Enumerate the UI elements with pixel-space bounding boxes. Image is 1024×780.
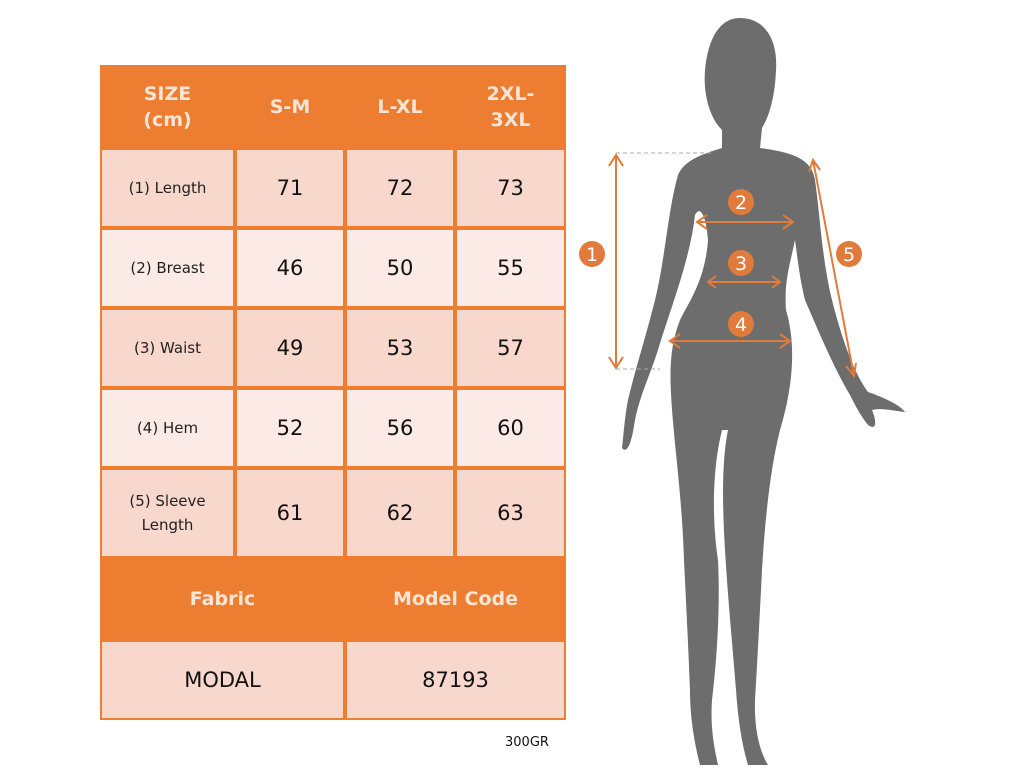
column-header: L-XL <box>377 95 423 118</box>
table-cell: 56 <box>347 390 453 466</box>
column-header: SIZE (cm) <box>143 82 192 131</box>
column-header: 2XL-3XL <box>486 82 535 131</box>
marker-number: 5 <box>843 244 855 266</box>
marker-number: 3 <box>735 253 747 275</box>
table-cell: 57 <box>457 310 564 386</box>
row-label: (1) Length <box>102 150 233 226</box>
size-chart-table: SIZE (cm) S-M L-XL 2XL-3XL (1) Length 71 72 73 (… <box>100 65 566 720</box>
table-cell: 72 <box>347 150 453 226</box>
fabric-value: MODAL <box>102 642 343 718</box>
model-code-header: Model Code <box>392 588 519 610</box>
row-label: (3) Waist <box>102 310 233 386</box>
body-silhouette: 1 2 3 4 5 <box>579 18 905 765</box>
table-cell: 62 <box>347 470 453 556</box>
table-cell: 71 <box>237 150 343 226</box>
table-cell: 63 <box>457 470 564 556</box>
measurement-marker-2: 2 <box>728 189 754 215</box>
table-cell: 60 <box>457 390 564 466</box>
table-cell: 46 <box>237 230 343 306</box>
table-cell: 52 <box>237 390 343 466</box>
table-cell: 50 <box>347 230 453 306</box>
row-label: (5) Sleeve Length <box>102 470 233 556</box>
model-code-value: 87193 <box>347 642 564 718</box>
table-cell: 61 <box>237 470 343 556</box>
marker-number: 1 <box>586 244 598 266</box>
row-label: (4) Hem <box>102 390 233 466</box>
measurement-marker-1: 1 <box>579 241 605 267</box>
marker-number: 4 <box>735 314 747 336</box>
measurement-marker-5: 5 <box>836 241 862 267</box>
marker-number: 2 <box>735 192 747 214</box>
table-cell: 73 <box>457 150 564 226</box>
measurement-marker-3: 3 <box>728 250 754 276</box>
row-label: (2) Breast <box>102 230 233 306</box>
table-cell: 49 <box>237 310 343 386</box>
table-cell: 53 <box>347 310 453 386</box>
table-cell: 55 <box>457 230 564 306</box>
weight-note: 300GR <box>505 735 549 750</box>
column-header: S-M <box>269 95 311 118</box>
measurement-marker-4: 4 <box>728 311 754 337</box>
fabric-header: Fabric <box>189 588 256 610</box>
silhouette-shape <box>622 18 905 765</box>
